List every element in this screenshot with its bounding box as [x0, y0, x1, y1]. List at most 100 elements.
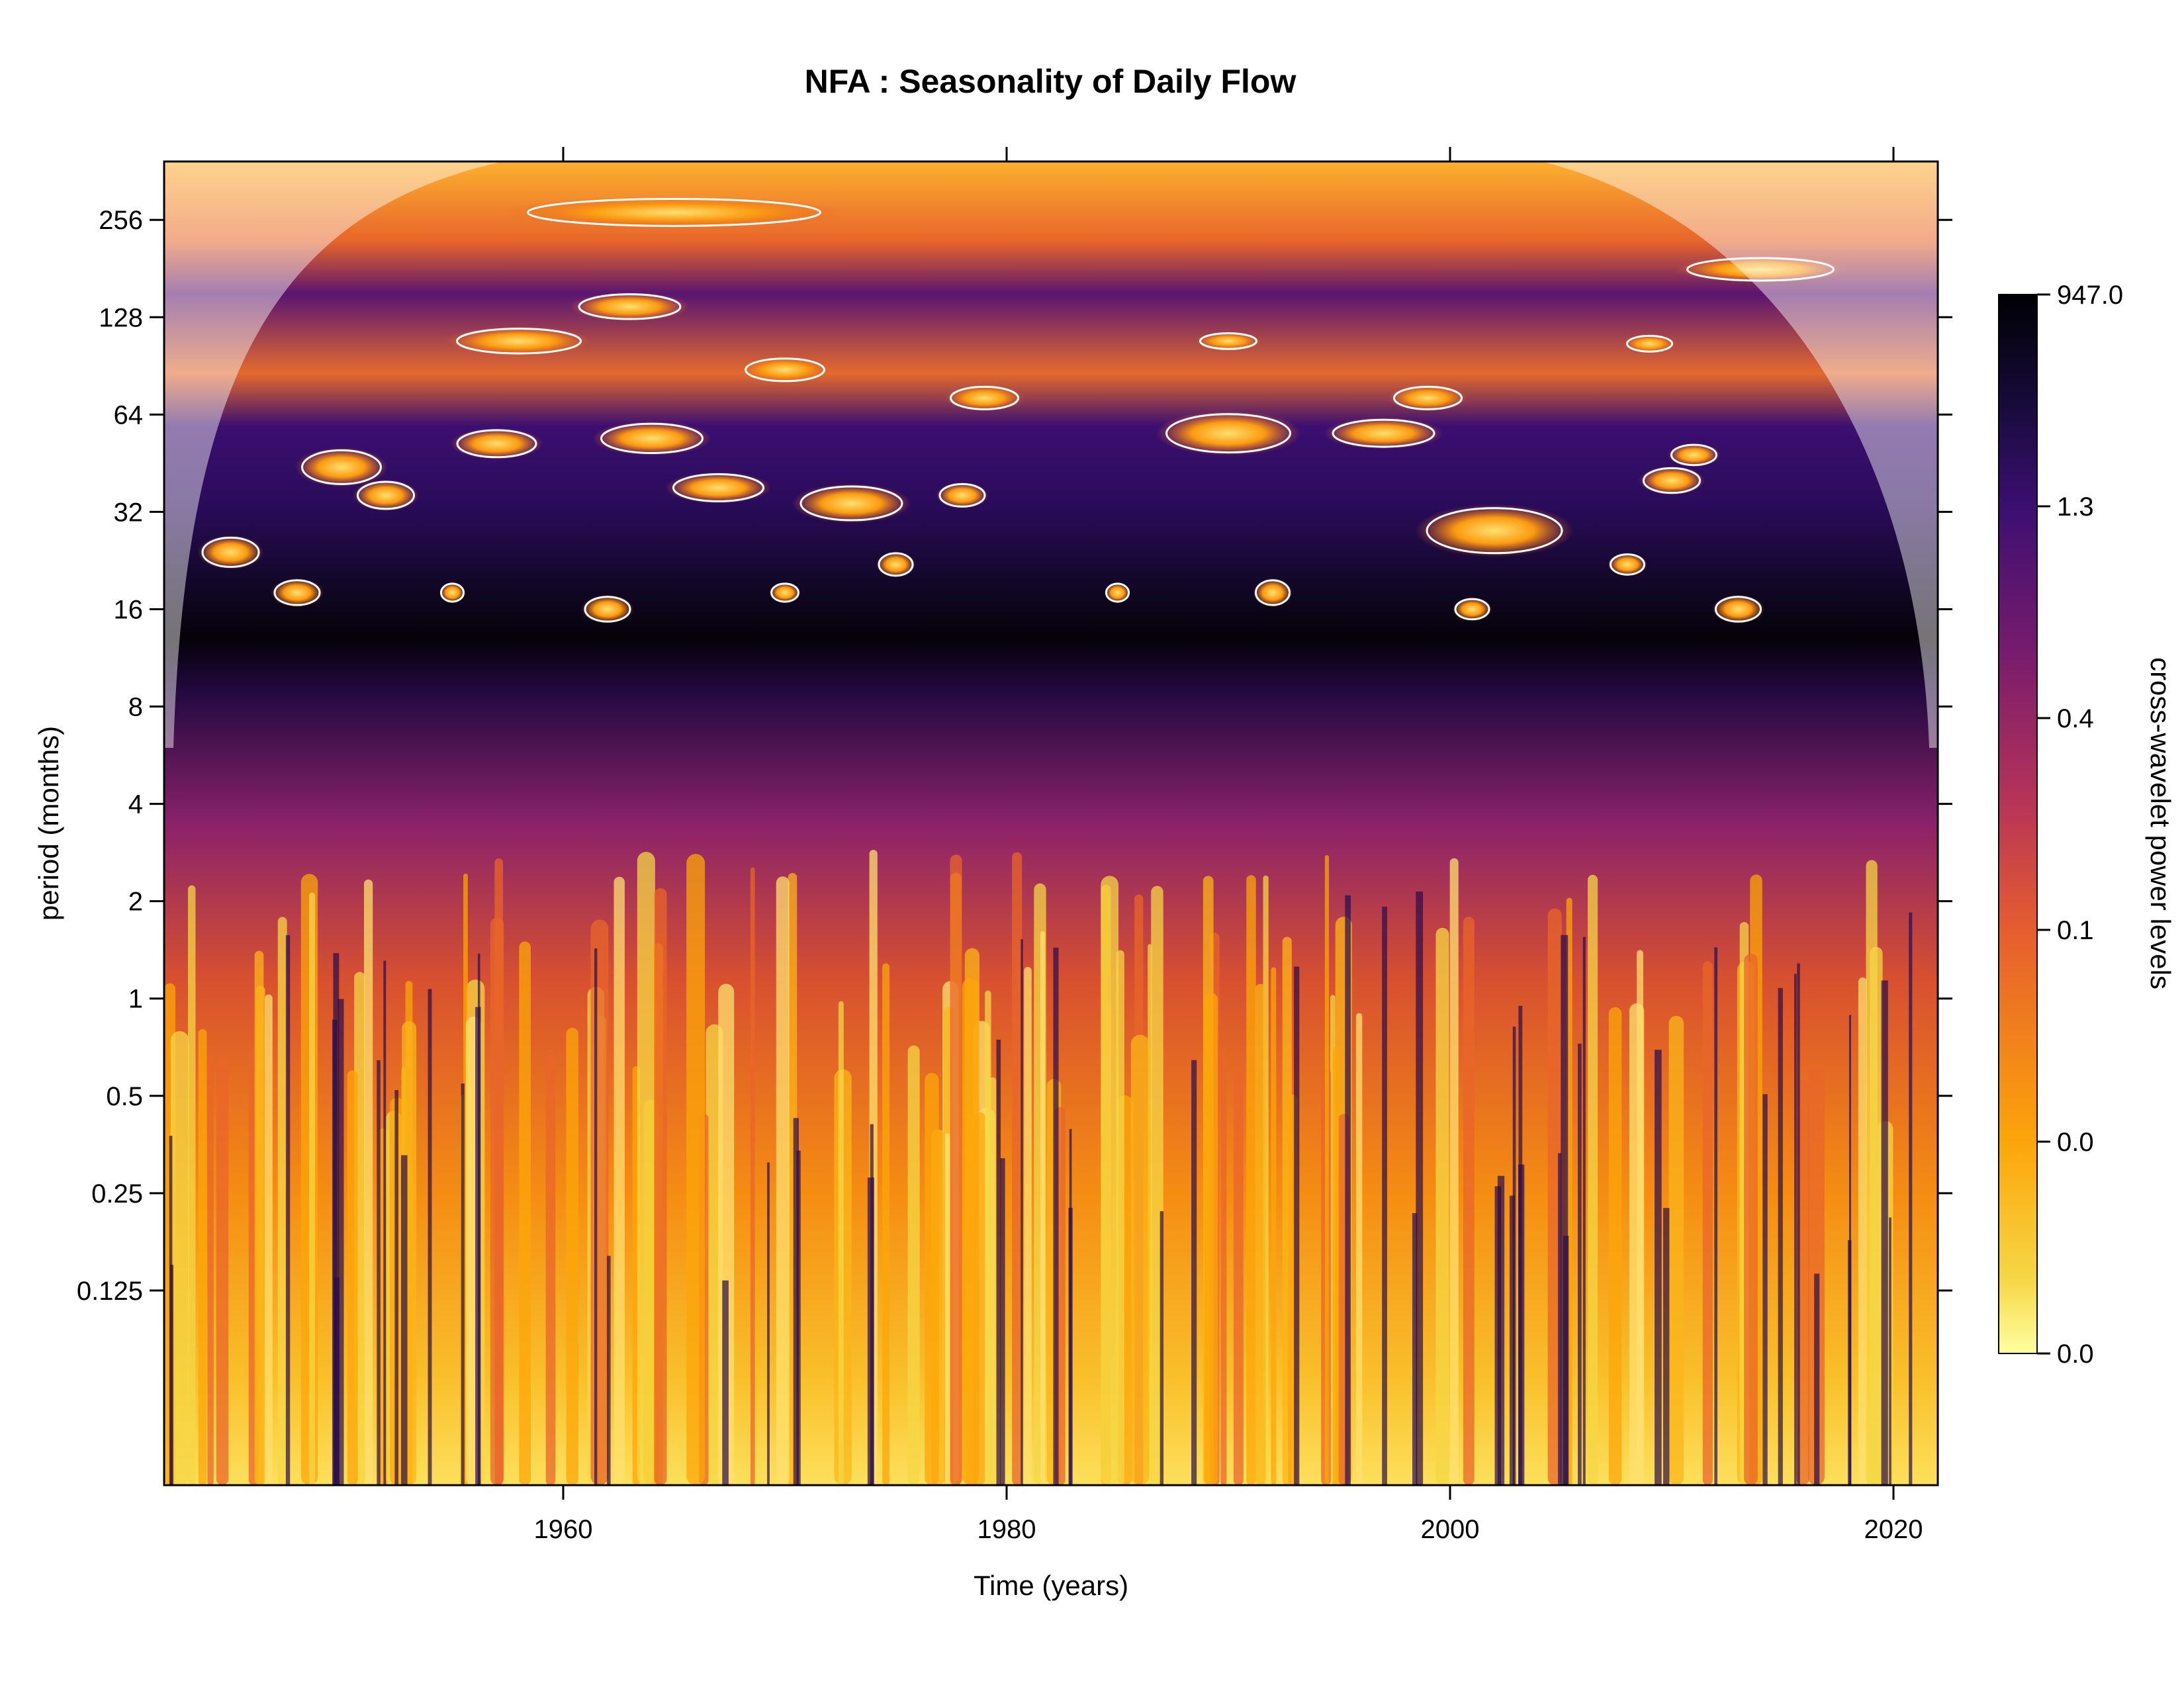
power-streak	[1233, 1070, 1244, 1485]
y-tick-label: 4	[128, 790, 143, 819]
power-gap	[1778, 987, 1783, 1485]
plot-frame	[163, 160, 1939, 1486]
power-gap	[285, 935, 291, 1485]
power-streak	[1246, 875, 1256, 1485]
power-streak	[490, 917, 504, 1485]
power-gap	[1578, 1043, 1582, 1485]
power-gap	[1160, 1211, 1164, 1485]
y-tick-label: 0.125	[77, 1277, 143, 1306]
significance-contour	[1332, 418, 1435, 448]
significance-contour	[1199, 332, 1257, 350]
significance-contour	[1393, 385, 1463, 410]
power-gap	[607, 1256, 611, 1485]
chart-title: NFA : Seasonality of Daily Flow	[805, 63, 1297, 100]
power-gap	[1714, 947, 1718, 1485]
power-streak	[364, 879, 373, 1485]
significance-contour	[1255, 579, 1291, 606]
power-gap	[793, 1118, 799, 1485]
significant-region	[450, 428, 543, 460]
significance-contour	[1686, 257, 1835, 282]
power-streak	[1012, 852, 1023, 1485]
significance-contour	[950, 385, 1019, 410]
power-streak	[1355, 1013, 1363, 1485]
power-streak	[1332, 1046, 1340, 1485]
power-gap	[1512, 1027, 1516, 1485]
power-streak	[962, 978, 979, 1485]
y-tick-label: 256	[99, 206, 143, 235]
power-streak	[1668, 1015, 1684, 1485]
legend-tick-label: 947.0	[2057, 281, 2123, 310]
power-streak	[1463, 917, 1475, 1485]
significance-contour	[1454, 598, 1490, 621]
significant-region	[739, 356, 831, 383]
x-axis-label: Time (years)	[974, 1570, 1128, 1601]
significant-region	[944, 385, 1024, 412]
cone-of-influence	[164, 161, 503, 748]
significance-contour	[527, 198, 821, 227]
power-streak	[171, 1030, 189, 1485]
significant-region	[1608, 552, 1647, 576]
significant-region	[1195, 332, 1261, 351]
power-streak	[1040, 931, 1046, 1485]
significance-contour	[1610, 553, 1645, 576]
significance-contour	[1626, 334, 1673, 353]
significance-contour	[799, 485, 903, 522]
power-gap	[1655, 1050, 1662, 1485]
x-tick-label: 1960	[534, 1515, 593, 1544]
legend-tick-label: 0.0	[2057, 1128, 2094, 1157]
significance-contour	[578, 293, 682, 320]
significance-contour	[770, 582, 799, 603]
significant-region	[295, 447, 388, 487]
power-streak	[277, 917, 287, 1485]
significant-region	[1253, 578, 1293, 608]
legend-ticks: 947.0 1.3 0.4 0.1 0.0 0.0	[2037, 281, 2123, 1369]
power-streak	[198, 1028, 207, 1485]
significant-region	[769, 582, 801, 604]
power-gap	[1889, 1217, 1891, 1485]
power-gap	[996, 1039, 1001, 1485]
significant-region	[570, 292, 690, 322]
power-gap	[1881, 980, 1888, 1485]
legend: 947.0 1.3 0.4 0.1 0.0 0.0 cross-wavelet power…	[1998, 281, 2176, 1369]
significance-contour	[273, 579, 321, 606]
power-gap	[1053, 947, 1059, 1485]
power-gap	[767, 1162, 770, 1485]
significance-contour	[1165, 413, 1291, 454]
power-gap	[1382, 906, 1387, 1485]
significant-region	[1388, 385, 1468, 412]
y-axis: 256 128 64 32 16 8 4 2 1 0.5 0.25 0.125	[77, 206, 1952, 1306]
power-streak	[1130, 1034, 1150, 1485]
y-tick-label: 128	[99, 303, 143, 332]
plot-area	[164, 161, 1938, 1485]
significant-region	[1104, 582, 1131, 604]
significance-contour	[1715, 596, 1762, 623]
power-streak	[254, 950, 264, 1485]
power-streak	[654, 888, 667, 1485]
significant-region	[876, 551, 916, 578]
power-streak	[1858, 977, 1868, 1485]
power-gap	[1416, 891, 1424, 1485]
power-gap	[1068, 1207, 1073, 1485]
power-gap	[1848, 1015, 1851, 1485]
power-streak	[838, 1001, 844, 1485]
y-tick-label: 16	[114, 595, 144, 624]
significant-region	[1639, 466, 1705, 496]
legend-colorbar	[1998, 294, 2038, 1354]
significant-region	[1452, 597, 1492, 621]
significant-region	[1415, 504, 1574, 557]
power-gap	[1497, 1175, 1505, 1485]
power-streak	[925, 1072, 939, 1485]
y-tick-label: 8	[128, 693, 143, 722]
x-axis: 1960 1980 2000 2020	[534, 147, 1923, 1544]
significance-contour	[672, 473, 764, 502]
significance-contour	[1670, 443, 1717, 467]
significant-region	[502, 196, 846, 228]
significant-region	[446, 326, 592, 356]
legend-tick-label: 0.4	[2057, 704, 2094, 733]
y-tick-label: 32	[114, 498, 144, 527]
power-streak	[1744, 954, 1758, 1485]
power-streak	[637, 852, 655, 1485]
power-gap	[1021, 938, 1023, 1485]
significant-region	[271, 578, 324, 608]
